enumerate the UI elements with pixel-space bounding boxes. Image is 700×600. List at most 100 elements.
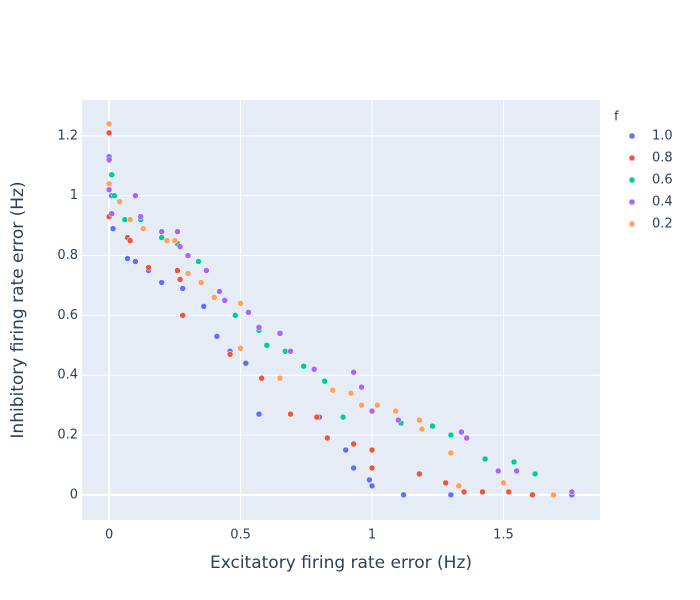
marker bbox=[171, 237, 179, 244]
marker bbox=[400, 491, 407, 499]
marker bbox=[347, 389, 355, 397]
marker bbox=[300, 362, 307, 370]
marker bbox=[458, 428, 465, 436]
y-tick-label: 0 bbox=[70, 487, 78, 502]
marker bbox=[179, 312, 186, 319]
marker bbox=[126, 216, 134, 223]
grid bbox=[82, 100, 600, 520]
legend: 1.0 0.8 0.6 0.4 0.2 bbox=[628, 129, 673, 232]
marker bbox=[132, 258, 139, 265]
marker bbox=[197, 279, 205, 286]
marker bbox=[158, 234, 165, 241]
marker bbox=[145, 264, 152, 271]
marker bbox=[510, 458, 518, 466]
marker bbox=[245, 309, 252, 316]
legend-title: f bbox=[614, 110, 619, 125]
marker bbox=[109, 225, 117, 232]
marker bbox=[479, 488, 486, 496]
marker bbox=[105, 180, 113, 188]
y-tick-label: 0.6 bbox=[57, 308, 78, 323]
marker bbox=[158, 279, 165, 286]
marker bbox=[237, 300, 244, 307]
plot-background bbox=[82, 100, 600, 520]
marker bbox=[366, 476, 373, 484]
marker bbox=[195, 258, 202, 265]
legend-marker bbox=[628, 176, 636, 184]
marker bbox=[213, 333, 221, 340]
marker bbox=[258, 374, 265, 382]
marker bbox=[500, 479, 507, 487]
marker bbox=[350, 368, 357, 376]
y-tick-label: 1 bbox=[70, 188, 78, 203]
marker bbox=[132, 192, 139, 199]
legend-label: 1.0 bbox=[652, 129, 673, 144]
y-tick-label: 0.2 bbox=[57, 428, 78, 443]
marker bbox=[176, 243, 184, 250]
marker bbox=[108, 171, 115, 179]
y-axis-title: Inhibitory firing rate error (Hz) bbox=[8, 181, 28, 438]
marker bbox=[505, 488, 513, 496]
marker bbox=[313, 413, 321, 421]
marker bbox=[568, 488, 576, 496]
marker bbox=[329, 386, 336, 394]
marker bbox=[321, 377, 328, 385]
x-tick-label: 0 bbox=[105, 528, 113, 543]
legend-marker bbox=[628, 220, 636, 228]
marker bbox=[242, 359, 250, 367]
marker bbox=[105, 186, 113, 193]
marker bbox=[126, 237, 134, 244]
marker bbox=[211, 294, 218, 301]
legend-label: 0.2 bbox=[652, 217, 673, 232]
marker bbox=[200, 303, 207, 310]
marker bbox=[358, 401, 365, 409]
marker bbox=[287, 410, 294, 418]
marker bbox=[460, 488, 468, 496]
legend-marker bbox=[628, 132, 636, 140]
legend-marker bbox=[628, 154, 636, 162]
y-tick-label: 1.2 bbox=[57, 128, 78, 143]
legend-label: 0.6 bbox=[652, 173, 673, 188]
marker bbox=[179, 285, 186, 292]
marker bbox=[447, 449, 455, 457]
marker bbox=[429, 422, 436, 430]
marker bbox=[111, 192, 118, 199]
marker bbox=[463, 434, 470, 442]
marker bbox=[418, 425, 426, 433]
marker bbox=[255, 324, 263, 331]
marker bbox=[203, 267, 210, 274]
marker bbox=[232, 312, 239, 319]
legend-marker bbox=[628, 198, 636, 206]
marker bbox=[416, 416, 423, 424]
y-tick-label: 0.4 bbox=[57, 368, 78, 383]
marker bbox=[368, 446, 376, 454]
marker bbox=[105, 156, 113, 164]
marker bbox=[513, 467, 520, 475]
marker bbox=[140, 225, 147, 232]
marker bbox=[105, 120, 113, 128]
marker bbox=[494, 467, 502, 475]
marker bbox=[529, 491, 536, 499]
marker bbox=[324, 434, 331, 442]
marker bbox=[339, 413, 347, 421]
markers bbox=[105, 120, 576, 499]
legend-label: 0.8 bbox=[652, 151, 673, 166]
marker bbox=[163, 237, 171, 244]
x-axis-title: Excitatory firing rate error (Hz) bbox=[210, 553, 472, 573]
marker bbox=[455, 482, 463, 490]
marker bbox=[395, 416, 402, 424]
marker bbox=[447, 491, 455, 499]
marker bbox=[287, 348, 294, 355]
marker bbox=[137, 213, 144, 220]
marker bbox=[158, 228, 165, 235]
marker bbox=[108, 210, 115, 217]
marker bbox=[350, 440, 357, 448]
marker bbox=[124, 255, 131, 262]
x-tick-label: 1.5 bbox=[493, 528, 514, 543]
marker bbox=[358, 383, 365, 391]
marker bbox=[221, 297, 229, 304]
marker bbox=[481, 455, 489, 463]
marker bbox=[442, 479, 449, 487]
marker bbox=[184, 270, 192, 277]
